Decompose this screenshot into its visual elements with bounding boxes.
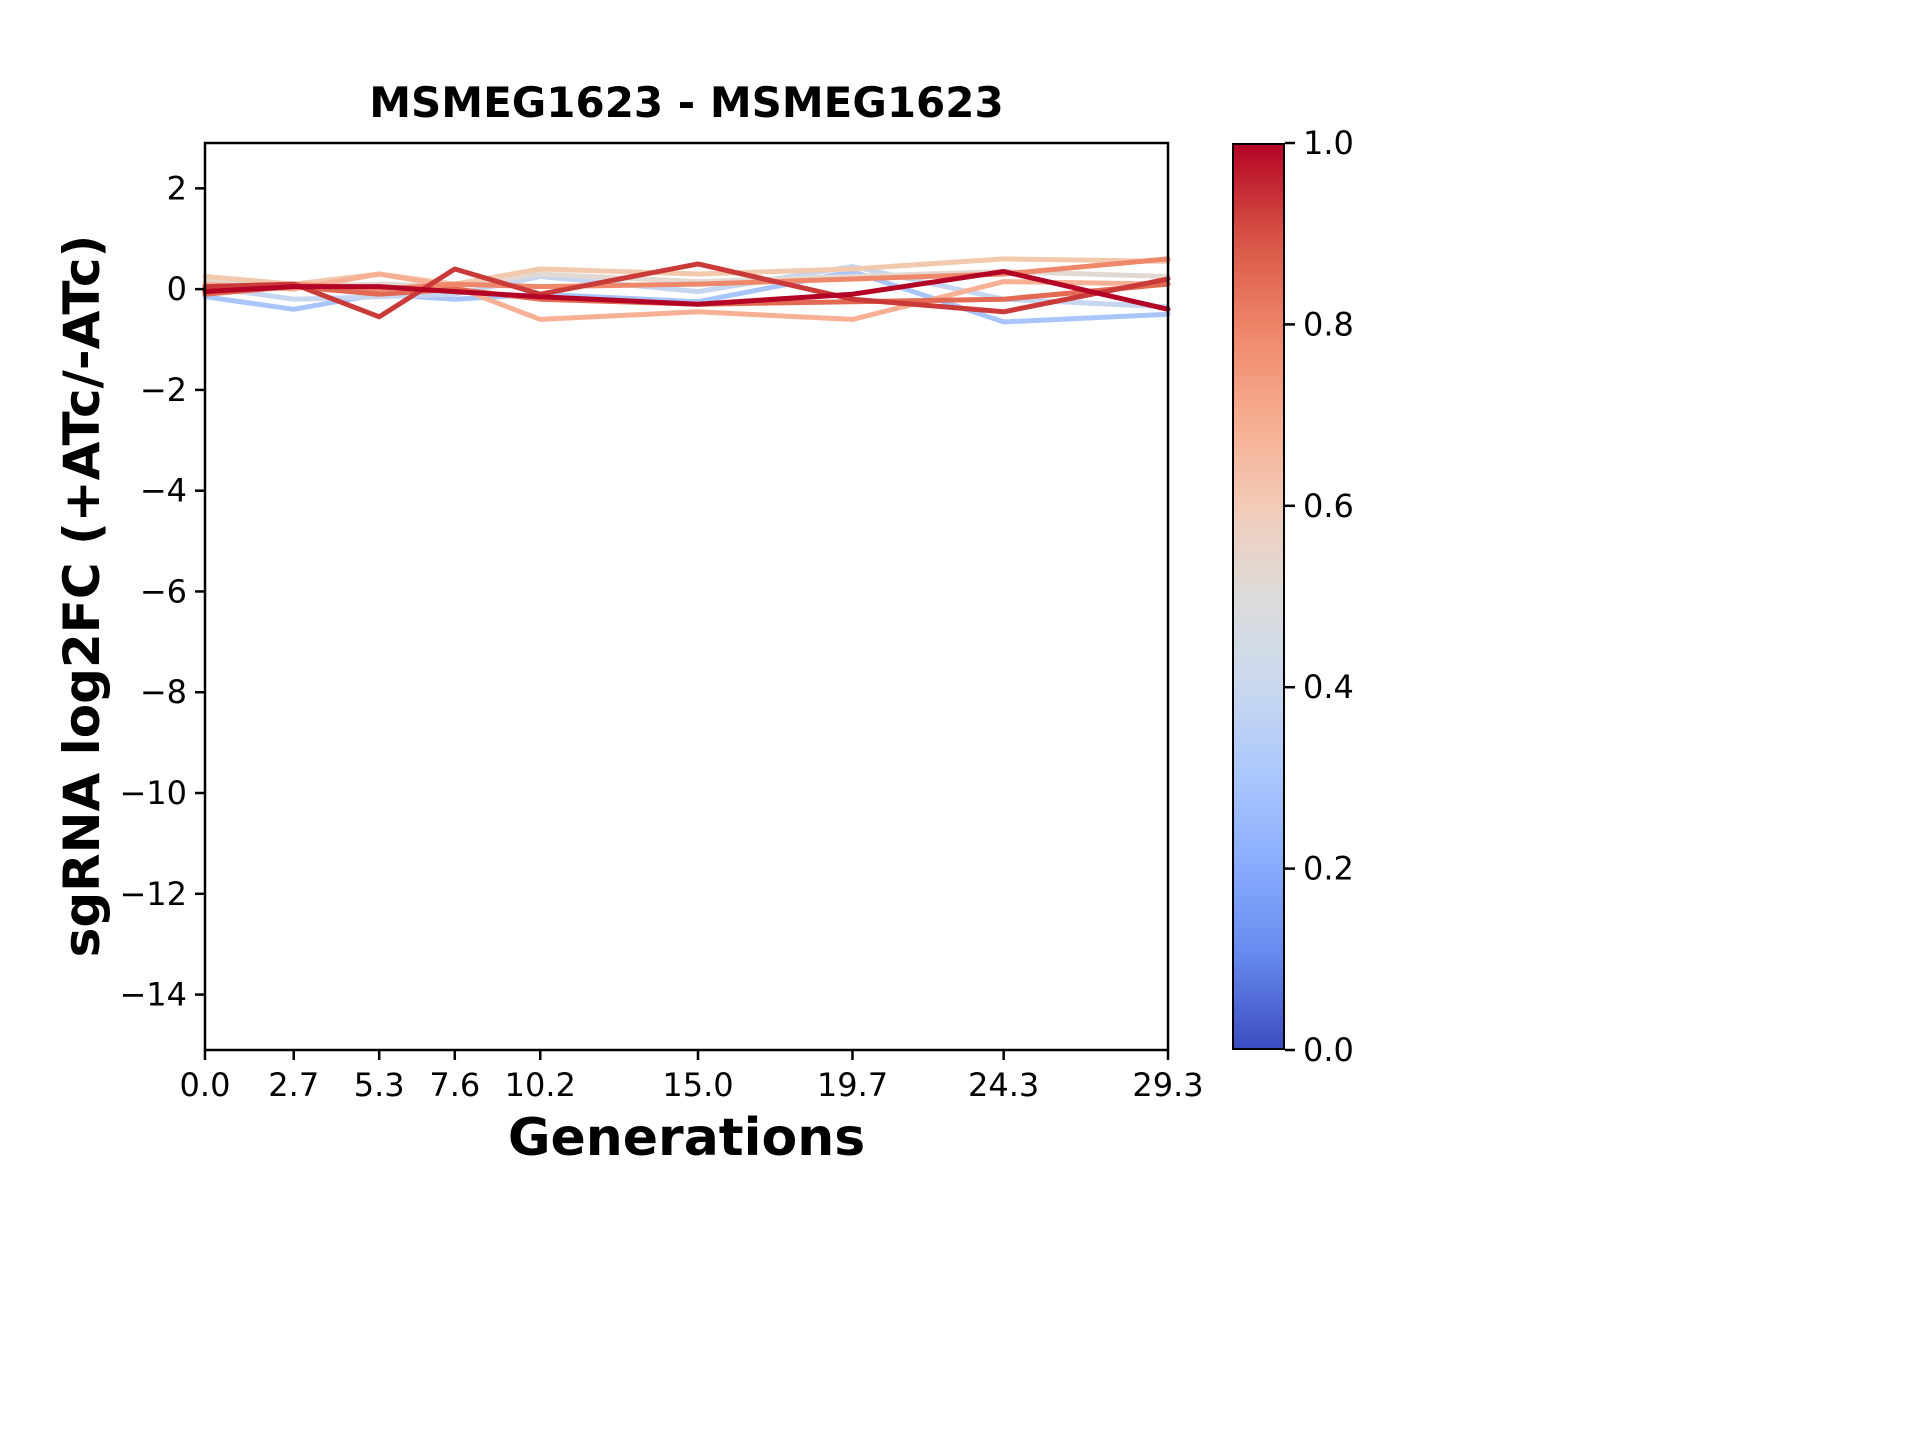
y-tick-label: −6 [140,572,187,610]
x-tick-label: 29.3 [1132,1066,1203,1104]
x-tick-label: 2.7 [268,1066,319,1104]
y-tick-label: 0 [167,270,187,308]
colorbar [1232,143,1285,1050]
x-axis-label: Generations [507,1108,866,1168]
colorbar-tick-label: 1.0 [1303,124,1354,162]
series-line-9 [202,269,1171,312]
y-tick-label: −2 [140,371,187,409]
x-tick-label: 19.7 [817,1066,888,1104]
y-tick-label: −14 [119,976,187,1014]
x-tick-label: 0.0 [180,1066,231,1104]
axes-frame [203,141,1170,1052]
colorbar-tick-label: 0.0 [1303,1031,1354,1069]
colorbar-tick-label: 0.4 [1303,668,1354,706]
y-tick-label: −12 [119,875,187,913]
colorbar-tick-label: 0.8 [1303,305,1354,343]
colorbar-tick-label: 0.2 [1303,850,1354,888]
x-tick-label: 24.3 [968,1066,1039,1104]
x-tick-label: 7.6 [429,1066,480,1104]
x-tick-label: 15.0 [662,1066,733,1104]
y-tick-label: −4 [140,472,187,510]
y-tick-label: −8 [140,673,187,711]
y-tick-label: 2 [167,169,187,207]
series-line-4 [202,256,1171,287]
y-tick-label: −10 [119,774,187,812]
x-tick-label: 10.2 [505,1066,576,1104]
chart-title: MSMEG1623 - MSMEG1623 [369,78,1004,127]
colorbar-tick-label: 0.6 [1303,487,1354,525]
x-tick-label: 5.3 [354,1066,405,1104]
